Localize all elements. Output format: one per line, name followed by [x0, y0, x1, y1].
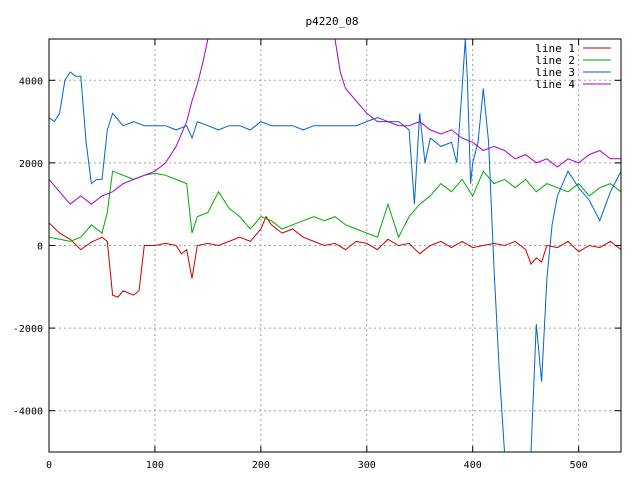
- series-group: [49, 39, 621, 452]
- x-tick-label: 400: [464, 460, 482, 471]
- chart-title: p4220_08: [306, 15, 359, 28]
- x-tick-label: 0: [46, 460, 52, 471]
- y-tick-label: 0: [37, 242, 43, 253]
- y-tick-label: 2000: [19, 159, 43, 170]
- series-line-4: [49, 39, 621, 205]
- axes: 0 100 200 300 400 500 -4000 -2000 0 2000 4000: [13, 39, 621, 471]
- x-tick-label: 300: [358, 460, 376, 471]
- series-line-1: [49, 215, 621, 298]
- series-line-2: [49, 170, 621, 242]
- x-tick-label: 200: [252, 460, 270, 471]
- legend-label-2: line 2: [535, 54, 575, 67]
- plot-frame: [48, 38, 622, 453]
- legend-label-3: line 3: [535, 66, 575, 79]
- grid: [49, 39, 621, 452]
- legend-label-4: line 4: [535, 78, 575, 91]
- y-tick-label: -2000: [13, 324, 43, 335]
- y-tick-label: -4000: [13, 407, 43, 418]
- series-line-3: [49, 39, 621, 452]
- legend-label-1: line 1: [535, 42, 575, 55]
- x-tick-label: 500: [570, 460, 588, 471]
- x-tick-label: 100: [146, 460, 164, 471]
- y-tick-label: 4000: [19, 76, 43, 87]
